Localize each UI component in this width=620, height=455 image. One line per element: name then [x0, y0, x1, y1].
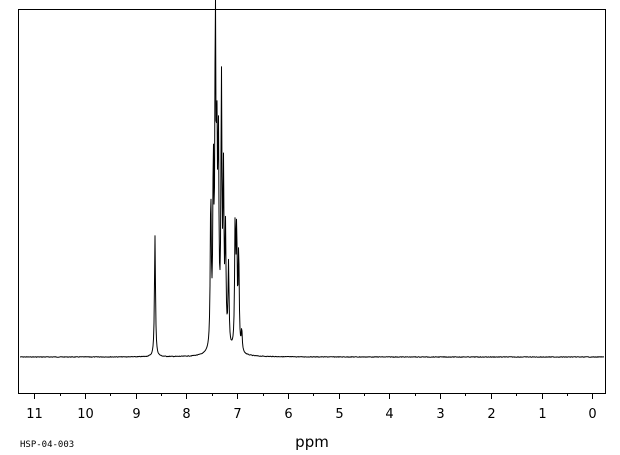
- x-tick-label: 7: [233, 407, 241, 422]
- x-tick-label: 9: [132, 407, 140, 422]
- x-tick-label: 1: [538, 407, 546, 422]
- sample-id-label: HSP-04-003: [20, 440, 74, 450]
- x-tick-label: 6: [284, 407, 292, 422]
- x-tick-label: 4: [385, 407, 393, 422]
- x-axis-label: ppm: [295, 433, 329, 451]
- x-tick-label: 0: [588, 407, 596, 422]
- x-axis-tick-labels: 11 10 9 8 7 6 5 4 3 2 1 0: [26, 407, 596, 422]
- x-tick-label: 10: [77, 407, 94, 422]
- x-axis-ticks: [34, 393, 593, 399]
- x-tick-label: 3: [436, 407, 444, 422]
- x-tick-label: 2: [487, 407, 495, 422]
- spectrum-line: [20, 0, 605, 358]
- x-tick-label: 5: [335, 407, 343, 422]
- x-tick-label: 11: [26, 407, 43, 422]
- x-tick-label: 8: [182, 407, 190, 422]
- plot-frame: [18, 9, 606, 394]
